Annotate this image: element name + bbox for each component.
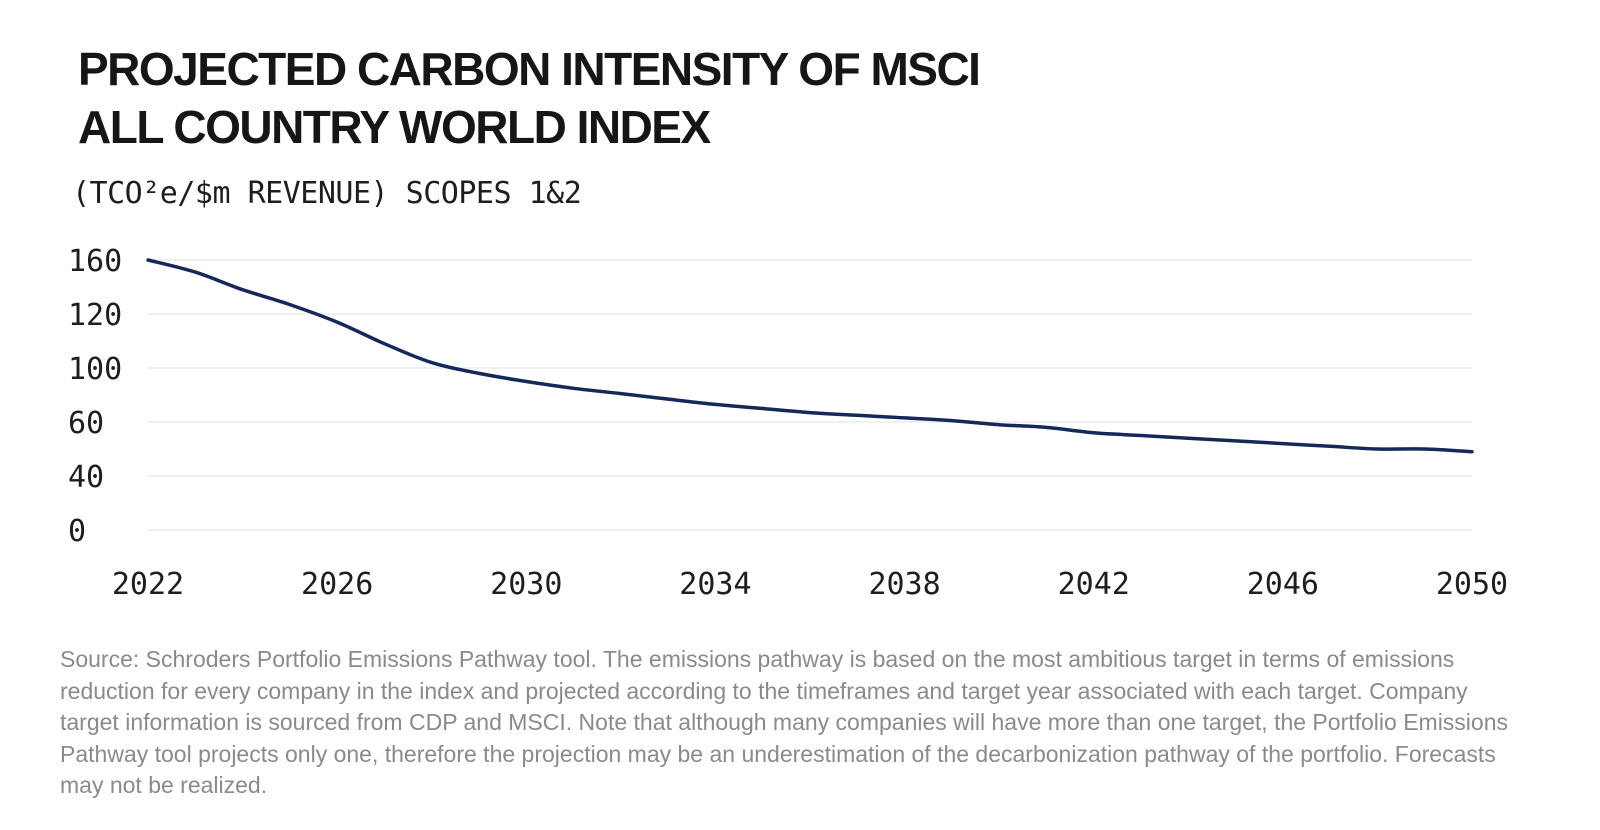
x-tick-label: 2038 xyxy=(868,567,940,602)
y-tick-label: 100 xyxy=(68,352,122,387)
x-tick-label: 2030 xyxy=(490,567,562,602)
x-tick-label: 2034 xyxy=(679,567,751,602)
chart-title-line-2: ALL COUNTRY WORLD INDEX xyxy=(78,101,711,153)
y-tick-label: 60 xyxy=(68,406,104,441)
y-tick-label: 40 xyxy=(68,460,104,495)
y-tick-label: 120 xyxy=(68,298,122,333)
y-axis-ticks: 160 120 100 60 40 0 xyxy=(68,244,122,549)
x-tick-label: 2050 xyxy=(1436,567,1508,602)
x-tick-label: 2026 xyxy=(301,567,373,602)
x-axis-ticks: 2022 2026 2030 2034 2038 2042 2046 2050 xyxy=(112,567,1508,602)
y-tick-label: 160 xyxy=(68,244,122,279)
grid-lines xyxy=(148,259,1472,531)
chart-title-line-1: PROJECTED CARBON INTENSITY OF MSCI xyxy=(78,43,981,95)
series-line xyxy=(146,258,1474,454)
x-tick-label: 2042 xyxy=(1058,567,1130,602)
y-tick-label: 0 xyxy=(68,514,86,549)
chart-subtitle: (TCO²e/$m REVENUE) SCOPES 1&2 xyxy=(72,176,582,211)
series-layer xyxy=(146,258,1474,454)
chart-title: PROJECTED CARBON INTENSITY OF MSCI ALL C… xyxy=(78,40,981,156)
source-note: Source: Schroders Portfolio Emissions Pa… xyxy=(60,646,1509,798)
x-tick-label: 2046 xyxy=(1247,567,1319,602)
x-tick-label: 2022 xyxy=(112,567,184,602)
